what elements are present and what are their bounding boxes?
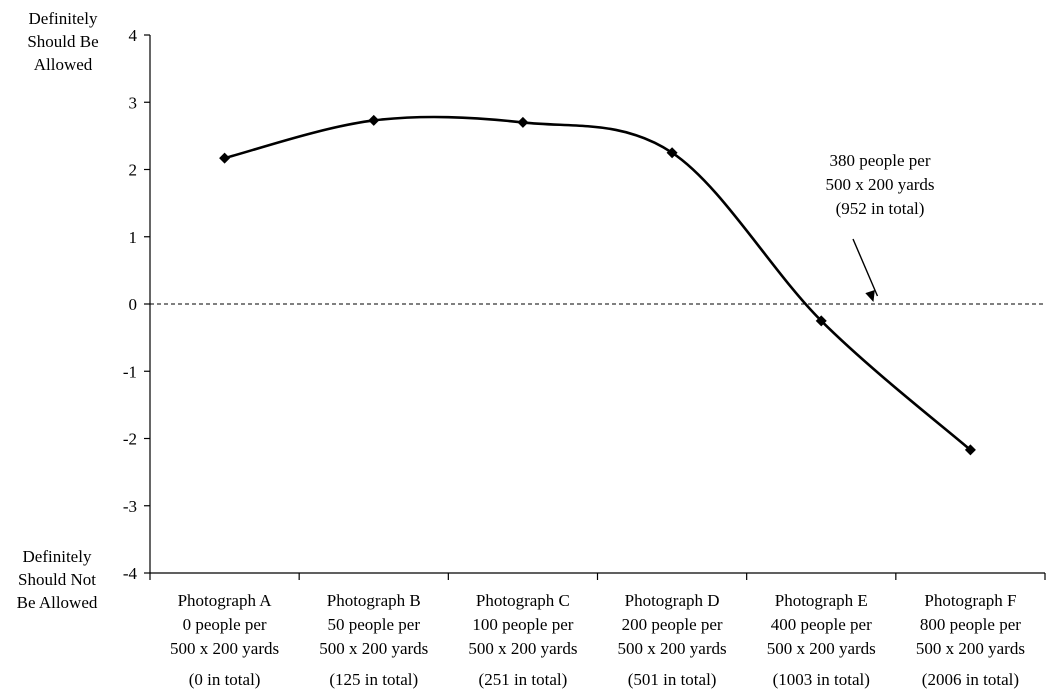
- annotation-text: 500 x 200 yards: [825, 175, 934, 194]
- data-point-marker: [666, 147, 678, 159]
- x-tick-label: (501 in total): [628, 670, 717, 689]
- x-tick-label: 400 people per: [771, 615, 872, 634]
- x-tick-label: 500 x 200 yards: [767, 639, 876, 658]
- plot-area: [150, 114, 1045, 456]
- x-tick-label: (1003 in total): [773, 670, 870, 689]
- data-point-marker: [815, 315, 827, 327]
- x-tick-label: Photograph E: [775, 591, 868, 610]
- x-tick-label: 500 x 200 yards: [319, 639, 428, 658]
- x-tick-label: 500 x 200 yards: [170, 639, 279, 658]
- annotation-text: (952 in total): [836, 199, 925, 218]
- annotation-arrow-line: [852, 238, 879, 297]
- data-point-marker: [517, 116, 529, 128]
- x-tick-label: 500 x 200 yards: [468, 639, 577, 658]
- x-tick-label: 50 people per: [327, 615, 420, 634]
- x-tick-label: 500 x 200 yards: [618, 639, 727, 658]
- y-tick-label: 0: [129, 295, 138, 314]
- y-tick-label: 1: [129, 228, 138, 247]
- y-axis: 4 3 2 1 0 -1 -2 -3 -4 Definitely Should Be Allowed D…: [17, 9, 151, 612]
- x-tick-label: 800 people per: [920, 615, 1021, 634]
- annotation: 380 people per 500 x 200 yards (952 in tot…: [825, 151, 935, 302]
- y-tick-label: -3: [123, 497, 137, 516]
- annotation-arrow-head: [865, 289, 875, 302]
- x-tick-label: (251 in total): [479, 670, 568, 689]
- x-tick-label: 200 people per: [622, 615, 723, 634]
- data-point-marker: [219, 152, 231, 164]
- y-axis-top-label: Allowed: [34, 55, 93, 74]
- x-tick-label: (125 in total): [329, 670, 418, 689]
- y-axis-top-label: Should Be: [27, 32, 98, 51]
- x-tick-label: (2006 in total): [922, 670, 1019, 689]
- x-tick-label: 0 people per: [183, 615, 267, 634]
- y-tick-label: -2: [123, 430, 137, 449]
- data-point-marker: [964, 444, 976, 456]
- x-tick-label: Photograph A: [178, 591, 273, 610]
- y-tick-label: -1: [123, 362, 137, 381]
- y-axis-top-label: Definitely: [29, 9, 98, 28]
- x-tick-label: 500 x 200 yards: [916, 639, 1025, 658]
- data-point-marker: [368, 114, 380, 126]
- x-tick-label: Photograph D: [625, 591, 720, 610]
- x-tick-label: Photograph C: [476, 591, 570, 610]
- x-tick-label: Photograph B: [327, 591, 421, 610]
- y-tick-label: 3: [129, 93, 138, 112]
- series-line: [224, 115, 972, 451]
- y-tick-label: 4: [129, 26, 138, 45]
- y-axis-bottom-label: Should Not: [18, 570, 96, 589]
- annotation-text: 380 people per: [829, 151, 930, 170]
- y-axis-bottom-label: Be Allowed: [17, 593, 98, 612]
- y-axis-bottom-label: Definitely: [23, 547, 92, 566]
- x-tick-label: 100 people per: [472, 615, 573, 634]
- x-axis: Photograph A 0 people per 500 x 200 yards (…: [149, 572, 1046, 689]
- y-tick-label: 2: [129, 161, 138, 180]
- x-tick-label: Photograph F: [924, 591, 1016, 610]
- y-tick-label: -4: [123, 564, 138, 583]
- x-tick-label: (0 in total): [189, 670, 261, 689]
